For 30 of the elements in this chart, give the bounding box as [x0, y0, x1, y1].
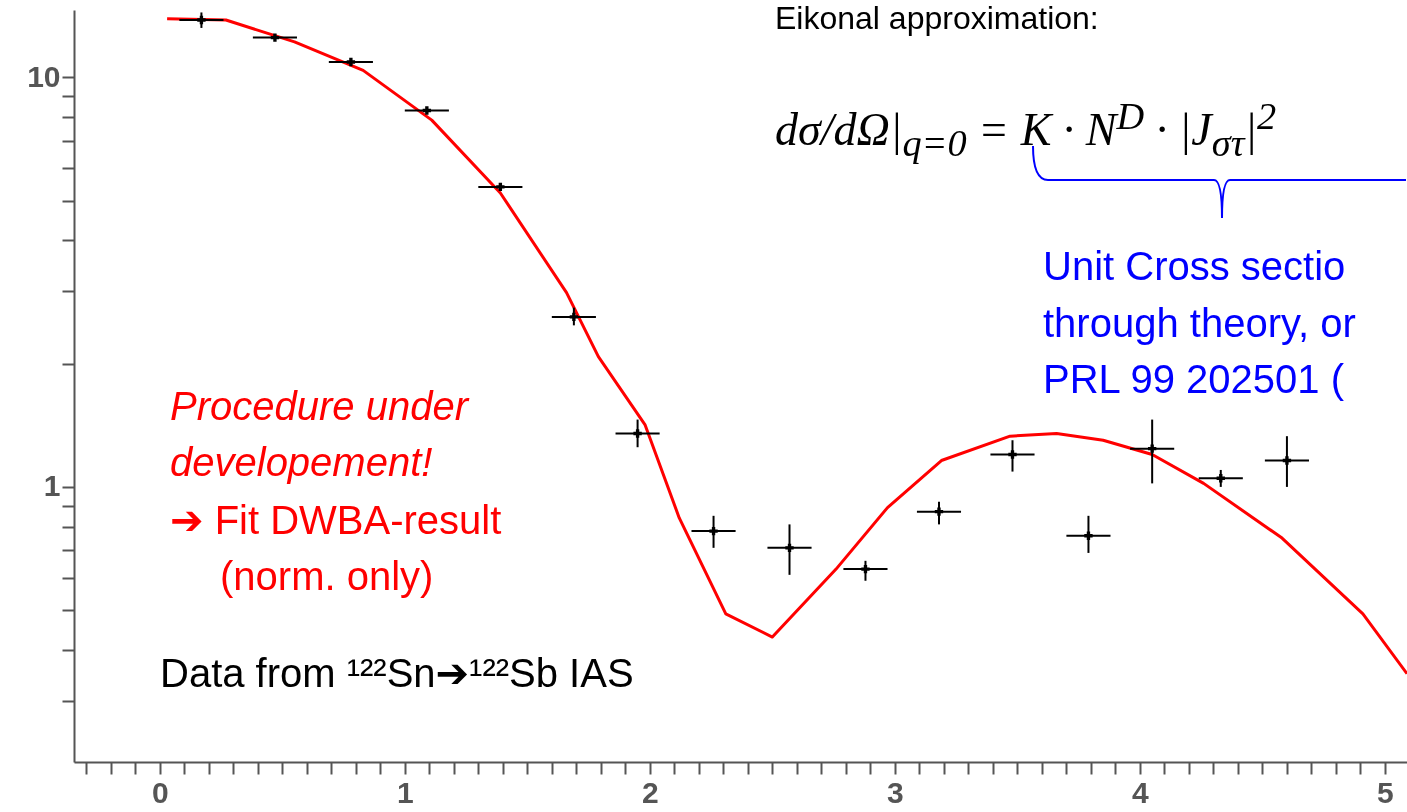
- y-tick-label: 10: [27, 59, 61, 93]
- point: [270, 33, 280, 42]
- point: [861, 564, 870, 574]
- point: [934, 507, 944, 516]
- point: [633, 429, 642, 438]
- point: [197, 15, 206, 25]
- point: [785, 543, 794, 553]
- annotation: through theory, or: [1043, 300, 1356, 347]
- point: [346, 57, 356, 67]
- annotation: Data from ¹²²Sn➔¹²²Sb IAS: [160, 650, 634, 697]
- annotation: ➔ Fit DWBA-result (norm. only): [170, 497, 503, 600]
- point: [569, 312, 579, 322]
- point: [1282, 456, 1292, 465]
- x-tick-label: 4: [1132, 775, 1150, 809]
- point: [422, 106, 432, 115]
- x-tick-label: 5: [1377, 775, 1394, 809]
- annotation: PRL 99 202501 (: [1043, 356, 1344, 403]
- point: [1147, 444, 1157, 453]
- x-tick-label: 0: [151, 775, 169, 809]
- annotation: Unit Cross sectio: [1043, 243, 1346, 290]
- annotation: Eikonal approximation:: [775, 0, 1099, 38]
- annotation: dσ/dΩ|$_{q=0}$ = K · N$^{D}$ · |J$_{στ}$|$^{2}$: [775, 94, 1277, 166]
- point: [496, 182, 505, 192]
- point: [709, 526, 718, 536]
- x-tick-label: 1: [396, 775, 414, 809]
- annotation: Procedure under developement!: [170, 383, 471, 486]
- point: [1008, 450, 1017, 459]
- x-tick-label: 3: [887, 775, 904, 809]
- x-tick-label: 2: [641, 775, 659, 809]
- point: [1084, 531, 1093, 540]
